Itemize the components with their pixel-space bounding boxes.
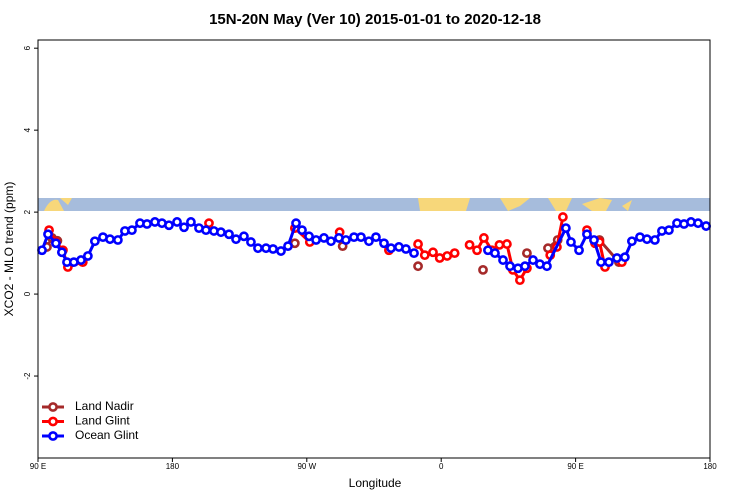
y-tick-label: 2 [23,209,32,214]
point [490,248,500,258]
point [528,255,538,265]
point [127,225,137,236]
legend-marker [48,431,58,441]
point [216,227,226,238]
point [356,232,366,243]
point [268,244,278,254]
point [231,234,241,245]
x-tick-label: 180 [703,462,717,471]
point [179,222,189,233]
point [409,248,419,258]
point [364,236,374,247]
point [514,275,525,286]
point [604,257,614,268]
point [311,235,321,245]
point [498,255,508,265]
point [664,225,674,236]
point [276,246,286,256]
point [619,252,630,263]
point [626,236,637,247]
point [413,261,423,272]
legend-label: Land Nadir [75,399,134,413]
point [186,217,196,227]
point [401,244,411,254]
point [478,264,488,275]
point [89,236,100,247]
point [434,253,445,263]
point [43,229,53,240]
y-axis-label: XCO2 - MLO trend (ppm) [2,182,16,317]
point [522,248,532,258]
point [558,212,568,222]
y-tick-label: -2 [23,372,32,380]
y-tick-label: 6 [23,45,32,50]
point [224,229,234,240]
point [246,237,256,247]
point [502,239,512,249]
x-axis-label: Longitude [349,476,402,490]
point [164,220,174,231]
point [701,221,712,231]
point [283,241,293,252]
point [419,250,430,261]
point [386,243,396,254]
legend-marker [48,416,58,427]
point [172,217,182,227]
chart-title: 15N-20N May (Ver 10) 2015-01-01 to 2020-… [209,11,541,28]
point [520,261,530,272]
plot-area [37,212,712,286]
map-strip [38,198,710,211]
x-tick-label: 90 E [30,462,46,471]
point [589,235,599,245]
point [472,245,482,256]
point [505,261,515,272]
y-tick-label: 0 [23,291,32,296]
point [56,247,67,258]
point [494,240,505,250]
x-tick-label: 180 [166,462,180,471]
point [82,251,93,261]
point [142,219,152,229]
point [379,238,389,249]
point [574,245,584,256]
point [239,231,249,242]
plot-frame [37,39,711,459]
point [649,235,660,245]
point [428,247,438,258]
legend-marker [48,402,58,412]
point [413,239,423,249]
point [51,238,61,249]
x-tick-label: 90 W [297,462,316,471]
x-tick-label: 90 E [567,462,583,471]
point [297,225,307,236]
point [326,236,336,247]
legend-label: Land Glint [75,414,130,428]
point [105,234,115,245]
point [201,225,211,236]
point [582,229,592,240]
y-tick-label: 4 [23,127,32,132]
point [542,261,552,272]
point [112,235,123,245]
point [253,243,263,254]
point [479,233,489,243]
point [560,223,571,233]
point [566,237,576,247]
point [596,257,606,268]
point [693,218,703,229]
x-tick-label: 0 [439,462,444,471]
point [442,251,453,261]
point [304,231,314,242]
point [612,253,622,263]
point [341,235,351,245]
point [642,234,652,245]
point [76,255,86,265]
point [371,232,381,243]
point [291,218,301,229]
point [464,240,475,250]
point [37,245,47,256]
point [449,248,460,258]
legend-label: Ocean Glint [75,428,139,442]
